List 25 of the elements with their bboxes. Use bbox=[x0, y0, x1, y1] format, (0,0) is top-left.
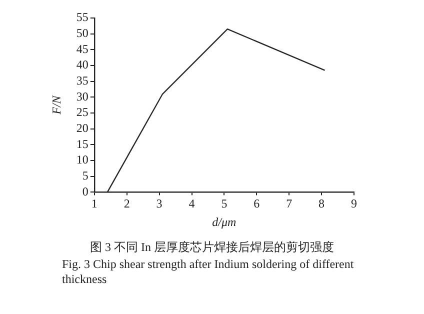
x-axis-title: d/μm bbox=[212, 214, 237, 229]
y-tick-label: 50 bbox=[76, 26, 88, 40]
y-tick-label: 10 bbox=[76, 152, 88, 167]
y-axis-title: F/N bbox=[49, 94, 64, 116]
x-tick-label: 9 bbox=[351, 196, 357, 211]
x-tick-label: 8 bbox=[318, 196, 325, 211]
y-tick-label: 0 bbox=[82, 184, 88, 198]
y-tick-label: 30 bbox=[76, 89, 88, 104]
x-tick-label: 7 bbox=[286, 196, 292, 211]
y-tick-label: 20 bbox=[76, 121, 88, 136]
caption: Fig. 3 Chip shear strength after Indium soldering of different thickness bbox=[62, 257, 355, 287]
y-tick-label: 15 bbox=[76, 136, 88, 151]
x-tick-label: 5 bbox=[221, 196, 228, 211]
x-tick-label: 4 bbox=[188, 196, 195, 211]
y-tick-label: 5 bbox=[82, 168, 88, 183]
x-tick-label: 3 bbox=[156, 196, 162, 211]
y-tick-label: 40 bbox=[76, 58, 88, 72]
y-tick-label: 55 bbox=[76, 10, 88, 24]
x-tick-label: 6 bbox=[254, 196, 260, 211]
caption: 图 3 不同 In 层厚度芯片焊接后焊层的剪切强度 bbox=[89, 240, 335, 255]
y-tick-label: 25 bbox=[76, 105, 88, 120]
y-tick-label: 35 bbox=[76, 74, 88, 88]
x-tick-label: 2 bbox=[124, 196, 130, 211]
x-tick-label: 1 bbox=[91, 196, 98, 211]
y-tick-label: 45 bbox=[76, 42, 88, 56]
